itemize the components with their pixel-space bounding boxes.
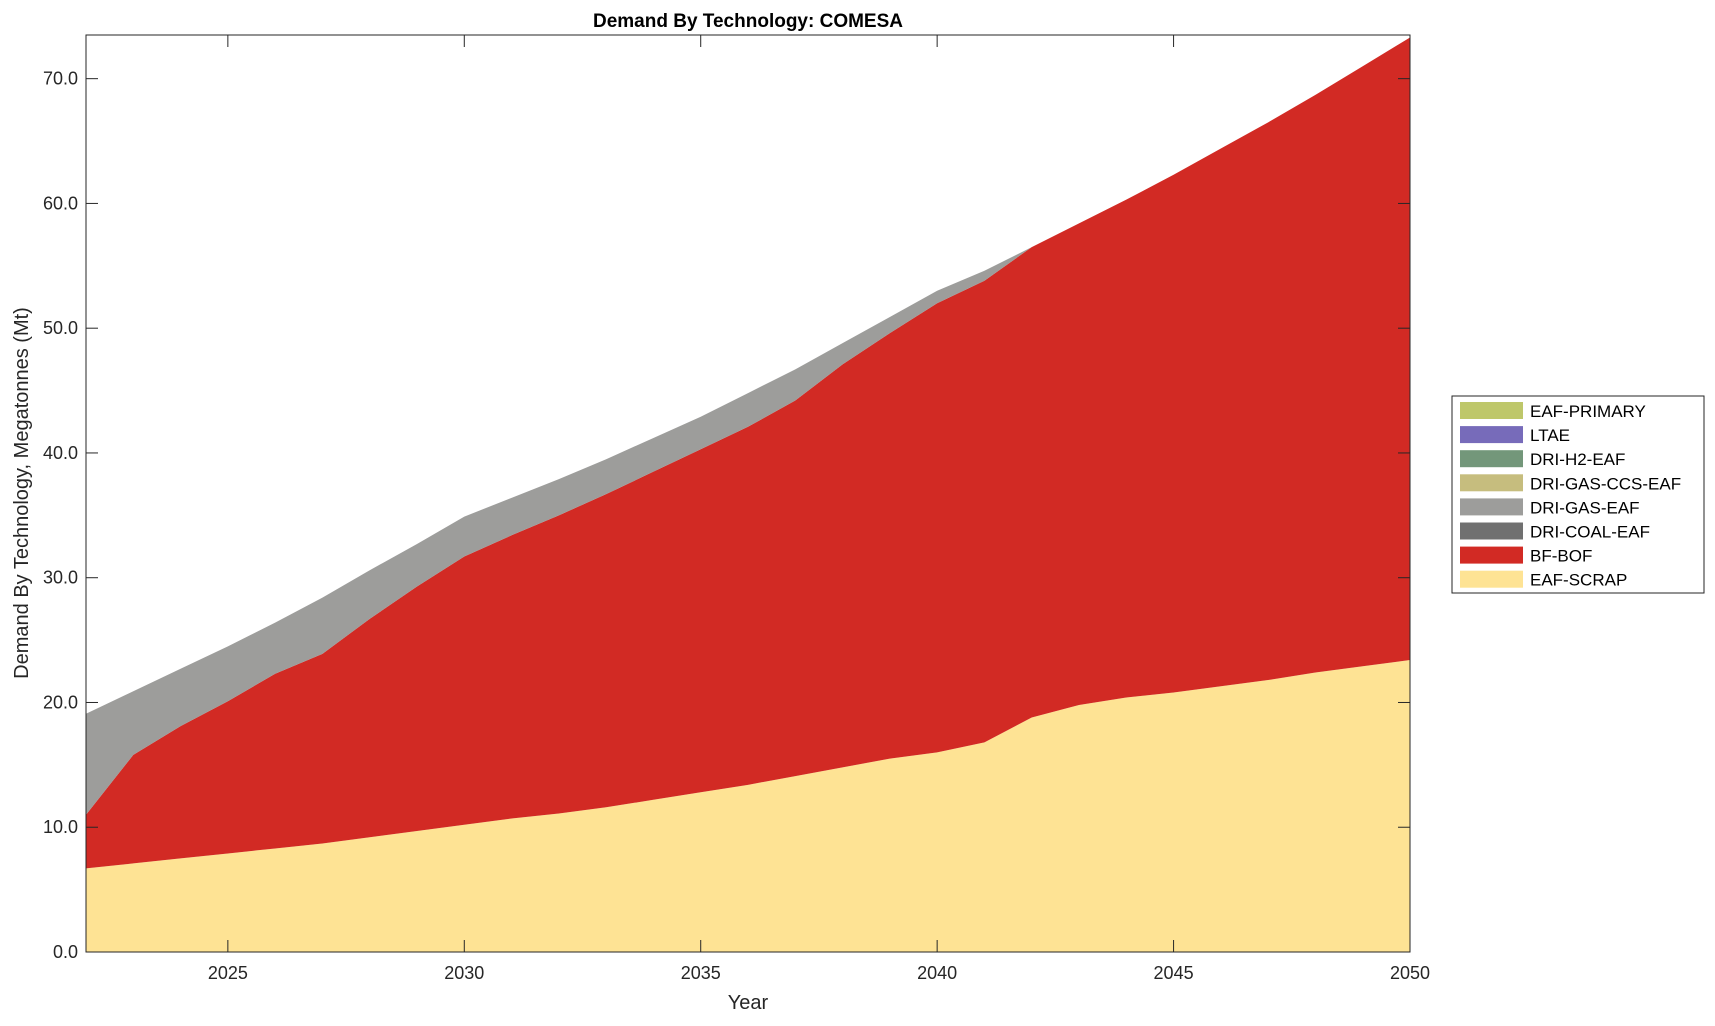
y-tick-label: 30.0 (43, 568, 78, 588)
legend-swatch-dri-coal-eaf (1460, 522, 1523, 540)
x-tick-label: 2050 (1390, 963, 1430, 983)
legend-label: DRI-COAL-EAF (1530, 523, 1650, 542)
legend-swatch-bf-bof (1460, 546, 1523, 564)
legend-label: BF-BOF (1530, 547, 1592, 566)
legend-label: DRI-H2-EAF (1530, 450, 1625, 469)
area-eaf-scrap (86, 660, 1410, 952)
axes-box (85, 34, 1411, 953)
y-tick-label: 60.0 (43, 193, 78, 213)
legend-swatch-eaf-scrap (1460, 570, 1523, 588)
y-tick-label: 20.0 (43, 692, 78, 712)
legend-swatch-ltae (1460, 426, 1523, 444)
area-layers (86, 37, 1410, 952)
chart-title: Demand By Technology: COMESA (593, 11, 903, 32)
y-axis-label: Demand By Technology, Megatonnes (Mt) (11, 307, 33, 679)
x-tick-label: 2040 (917, 963, 957, 983)
legend-label: DRI-GAS-EAF (1530, 498, 1640, 517)
legend-swatch-eaf-primary (1460, 402, 1523, 419)
y-tick-label: 10.0 (43, 817, 78, 837)
legend: EAF-PRIMARY LTAE DRI-H2-EAF DRI-GAS-CCS-EAF… (1451, 395, 1705, 594)
x-tick-label: 2030 (444, 963, 484, 983)
y-tick-label: 50.0 (43, 318, 78, 338)
legend-label: EAF-SCRAP (1530, 571, 1627, 590)
legend-label: EAF-PRIMARY (1530, 402, 1646, 421)
legend-label: DRI-GAS-CCS-EAF (1530, 474, 1681, 493)
legend-swatch-dri-gas-ccs-eaf (1460, 474, 1523, 492)
y-tick-label: 40.0 (43, 443, 78, 463)
axes: 2025 2030 2035 2040 2045 2050 0.0 10.0 20.0 30.0 4… (43, 34, 1430, 983)
legend-swatch-dri-h2-eaf (1460, 450, 1523, 468)
y-tick-label: 70.0 (43, 69, 78, 89)
y-tick-label: 0.0 (53, 942, 78, 962)
legend-label: LTAE (1530, 426, 1570, 445)
area-bf-bof (86, 37, 1410, 869)
x-tick-label: 2045 (1154, 963, 1194, 983)
area-dri-gas-eaf (86, 37, 1410, 815)
x-tick-label: 2025 (208, 963, 248, 983)
legend-swatch-dri-gas-eaf (1460, 498, 1523, 516)
x-tick-label: 2035 (681, 963, 721, 983)
x-axis-label: Year (728, 992, 769, 1014)
